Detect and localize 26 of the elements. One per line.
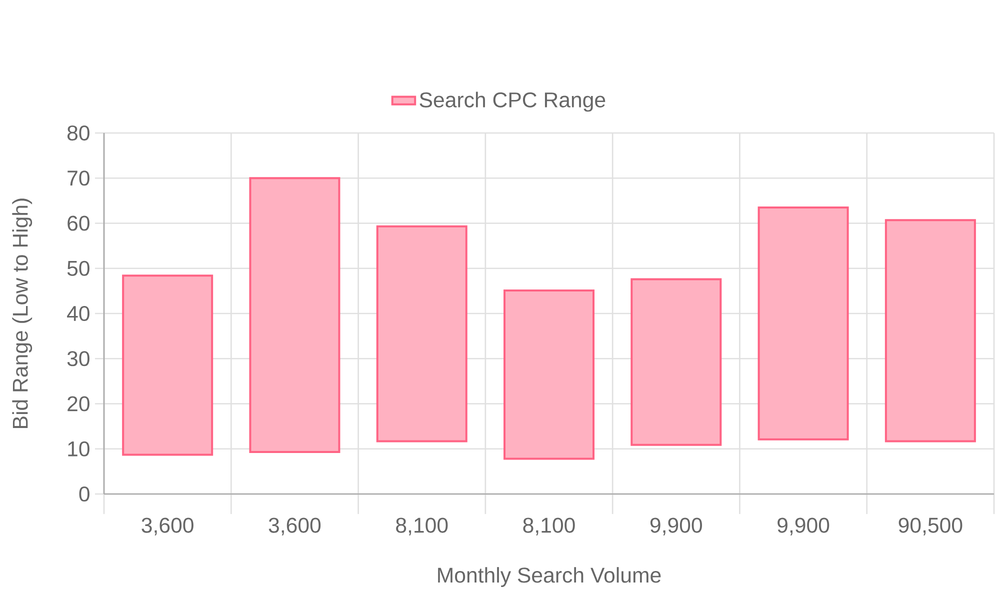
y-tick-label: 50	[67, 260, 90, 276]
bar	[376, 225, 468, 442]
y-tick-label: 10	[68, 441, 90, 456]
y-tick-label: 20	[68, 396, 90, 412]
y-tick-label: 40	[67, 306, 90, 322]
legend-label: Search CPC Range	[420, 92, 606, 112]
bar	[249, 177, 340, 454]
bar	[122, 274, 214, 456]
x-tick-label: 8,100	[523, 518, 575, 536]
x-tick-label: 8,100	[396, 518, 448, 536]
y-tick-label: 80	[67, 125, 90, 141]
x-tick-label: 9,900	[650, 518, 702, 536]
x-tick-label: 9,900	[778, 518, 830, 536]
x-tick-label: 3,600	[268, 518, 321, 536]
y-axis-title: Bid Range (Low to High)	[12, 198, 32, 428]
bar	[630, 278, 722, 446]
bar	[884, 219, 976, 442]
x-tick-label: 90,500	[898, 518, 962, 536]
bar	[504, 289, 594, 460]
y-tick-label: 30	[67, 351, 90, 366]
y-tick-label: 60	[68, 216, 90, 231]
x-axis-title: Monthly Search Volume	[438, 567, 661, 587]
bar	[758, 206, 849, 440]
y-tick-label: 70	[68, 170, 90, 186]
x-tick-label: 3,600	[142, 518, 194, 536]
y-tick-label: 0	[79, 486, 90, 502]
